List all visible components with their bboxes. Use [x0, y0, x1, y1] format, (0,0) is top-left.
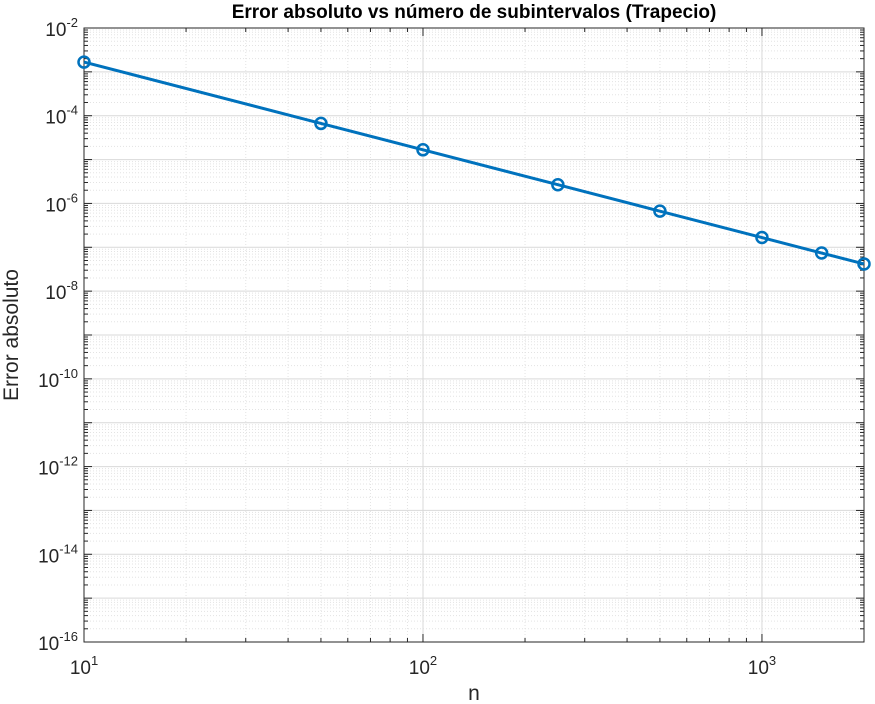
y-axis-label: Error absoluto — [0, 269, 23, 401]
series-line — [83, 60, 865, 266]
axis-ticks — [83, 27, 865, 643]
data-point-marker — [653, 204, 667, 218]
data-point-marker — [857, 257, 871, 271]
series-group — [77, 55, 871, 271]
data-point-marker — [551, 177, 565, 192]
data-point-marker — [416, 143, 430, 157]
data-point-marker — [77, 55, 91, 69]
y-tick-label: 10-10 — [38, 366, 78, 392]
x-tick-labels: 101 102 103 — [70, 653, 776, 679]
data-point-marker — [814, 246, 829, 260]
x-tick-label: 101 — [70, 653, 98, 679]
x-tick-label: 103 — [748, 653, 776, 679]
data-point-marker — [314, 116, 328, 131]
chart-title: Error absoluto vs número de subintervalo… — [232, 2, 717, 23]
y-tick-label: 10-16 — [38, 629, 78, 655]
x-tick-label: 102 — [409, 653, 437, 679]
y-tick-label: 10-2 — [45, 15, 78, 41]
x-axis-label: n — [468, 682, 480, 704]
minor-grid — [84, 28, 865, 642]
y-tick-label: 10-8 — [45, 278, 78, 304]
y-tick-label: 10-4 — [45, 103, 78, 129]
data-point-marker — [755, 230, 769, 245]
y-tick-label: 10-12 — [38, 454, 78, 480]
y-tick-label: 10-6 — [45, 190, 78, 216]
y-tick-label: 10-14 — [38, 541, 78, 567]
plot-frame — [83, 27, 865, 643]
y-tick-labels: 10-16 10-14 10-12 10-10 10-8 10-6 10-4 10-2 — [38, 15, 78, 655]
